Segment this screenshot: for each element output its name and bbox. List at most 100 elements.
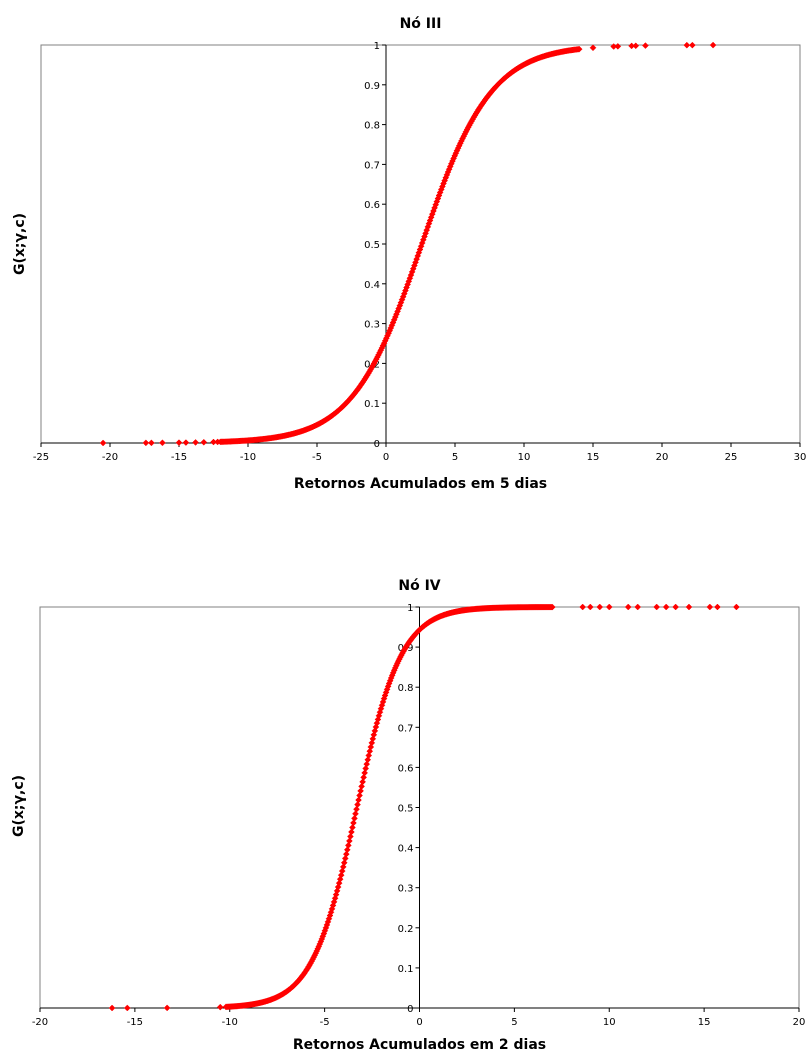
x-tick-label: -10: [222, 1017, 238, 1028]
y-axis-label: G(x;γ,c): [12, 213, 28, 275]
data-point: [662, 603, 670, 611]
y-tick-label: 0.8: [364, 121, 380, 132]
x-tick-label: 0: [383, 452, 389, 463]
y-tick-label: 0.7: [364, 160, 380, 171]
y-tick-label: 0.3: [364, 320, 380, 331]
x-tick-label: -5: [320, 1017, 330, 1028]
data-point: [356, 792, 363, 799]
y-tick-label: 0.6: [398, 763, 414, 774]
data-point: [349, 824, 356, 831]
data-point: [348, 828, 355, 836]
data-series: [108, 603, 740, 1012]
y-tick-label: 0.1: [364, 399, 380, 410]
data-point: [343, 846, 351, 854]
y-tick-label: 0.4: [398, 844, 414, 855]
data-point: [683, 41, 691, 49]
data-point: [642, 42, 649, 49]
y-tick-label: 1: [374, 41, 380, 52]
chart-2: Nó IV Retornos Acumulados em 2 dias G(x;γ,…: [11, 578, 805, 1053]
y-tick-label: 0.5: [398, 804, 414, 815]
chart-1: Nó III Retornos Acumulados em 5 dias G(x;γ…: [12, 16, 806, 492]
chart-title: Nó III: [400, 16, 442, 32]
x-axis-label: Retornos Acumulados em 5 dias: [294, 476, 547, 492]
data-point: [605, 603, 613, 611]
data-point: [192, 439, 199, 446]
data-point: [108, 1004, 116, 1012]
x-tick-label: 25: [725, 452, 738, 463]
x-tick-label: 5: [452, 452, 458, 463]
x-tick-label: 20: [656, 452, 669, 463]
x-tick-label: 30: [794, 452, 807, 463]
data-point: [632, 42, 640, 50]
data-point: [361, 769, 369, 777]
data-point: [355, 796, 362, 804]
data-point: [347, 833, 354, 840]
data-point: [586, 603, 594, 611]
data-point: [359, 778, 366, 786]
y-tick-label: 0.5: [364, 240, 380, 251]
x-tick-label: 15: [698, 1017, 711, 1028]
x-tick-label: -25: [33, 452, 49, 463]
data-point: [624, 603, 632, 611]
x-tick-label: -20: [32, 1017, 48, 1028]
x-tick-label: -20: [102, 452, 118, 463]
data-point: [706, 603, 714, 611]
x-tick-label: -5: [312, 452, 322, 463]
data-point: [182, 439, 190, 446]
data-point: [733, 603, 740, 611]
data-point: [362, 765, 370, 772]
y-tick-label: 0.8: [398, 683, 414, 694]
y-axis-label: G(x;γ,c): [11, 775, 27, 837]
x-tick-label: -10: [240, 452, 256, 463]
y-tick-label: 0.6: [364, 200, 380, 211]
data-point: [148, 439, 155, 447]
y-tick-label: 0: [407, 1004, 413, 1015]
x-tick-label: 15: [587, 452, 600, 463]
data-point: [216, 1003, 224, 1011]
x-axis-label: Retornos Acumulados em 2 dias: [293, 1037, 546, 1053]
x-tick-label: 10: [603, 1017, 616, 1028]
chart-title: Nó IV: [398, 578, 440, 594]
data-point: [579, 603, 587, 611]
data-point: [214, 438, 221, 446]
data-point: [709, 41, 717, 49]
data-point: [358, 783, 365, 790]
data-point: [350, 819, 357, 827]
data-series: [99, 41, 717, 447]
data-point: [159, 439, 166, 447]
x-tick-label: 10: [518, 452, 531, 463]
x-tick-label: -15: [171, 452, 187, 463]
y-tick-label: 0: [374, 439, 380, 450]
y-tick-label: 0.2: [398, 924, 414, 935]
y-tick-label: 0.1: [398, 964, 414, 975]
data-point: [714, 603, 721, 611]
x-tick-label: 5: [511, 1017, 517, 1028]
x-tick-label: -15: [127, 1017, 143, 1028]
data-point: [357, 787, 364, 795]
data-point: [142, 439, 150, 447]
data-point: [200, 438, 208, 446]
data-point: [344, 842, 352, 849]
data-point: [685, 603, 693, 611]
data-point: [548, 603, 556, 611]
data-point: [589, 44, 597, 52]
y-tick-label: 0.7: [398, 723, 414, 734]
data-point: [689, 41, 696, 49]
data-point: [634, 603, 642, 611]
data-point: [614, 43, 622, 50]
data-point: [354, 801, 361, 808]
x-tick-label: 20: [793, 1017, 806, 1028]
data-point: [672, 603, 680, 611]
data-point: [123, 1004, 131, 1012]
y-tick-label: 1: [407, 603, 413, 614]
data-point: [351, 815, 358, 822]
data-point: [352, 810, 359, 818]
data-point: [163, 1004, 171, 1012]
data-point: [653, 603, 661, 611]
y-tick-label: 0.9: [364, 81, 380, 92]
data-point: [575, 45, 583, 53]
data-point: [175, 439, 183, 447]
data-point: [360, 774, 367, 781]
